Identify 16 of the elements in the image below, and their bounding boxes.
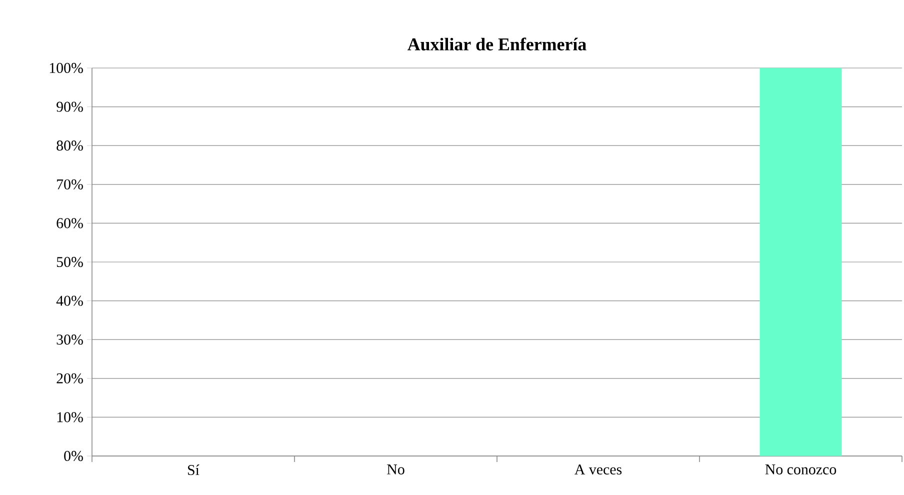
y-tick-label: 30% [56, 334, 83, 345]
chart-title: Auxiliar de Enfermería [408, 38, 586, 50]
y-tick-label: 70% [57, 179, 83, 190]
y-tick-label: 100% [50, 62, 83, 74]
y-tick-label: 80% [56, 140, 83, 151]
x-tick-label: No conozco [765, 464, 836, 474]
y-tick-label: 90% [56, 102, 83, 112]
y-tick-label: 60% [56, 218, 83, 228]
x-tick-label: No [387, 464, 404, 474]
y-tick-label: 20% [56, 373, 83, 384]
y-tick-label: 10% [57, 412, 83, 422]
y-tick-label: 0% [64, 450, 83, 462]
y-tick-label: 50% [56, 256, 83, 268]
x-tick-label: A veces [574, 464, 622, 475]
y-tick-label: 40% [56, 296, 83, 306]
x-tick-label: Sí [188, 464, 200, 476]
